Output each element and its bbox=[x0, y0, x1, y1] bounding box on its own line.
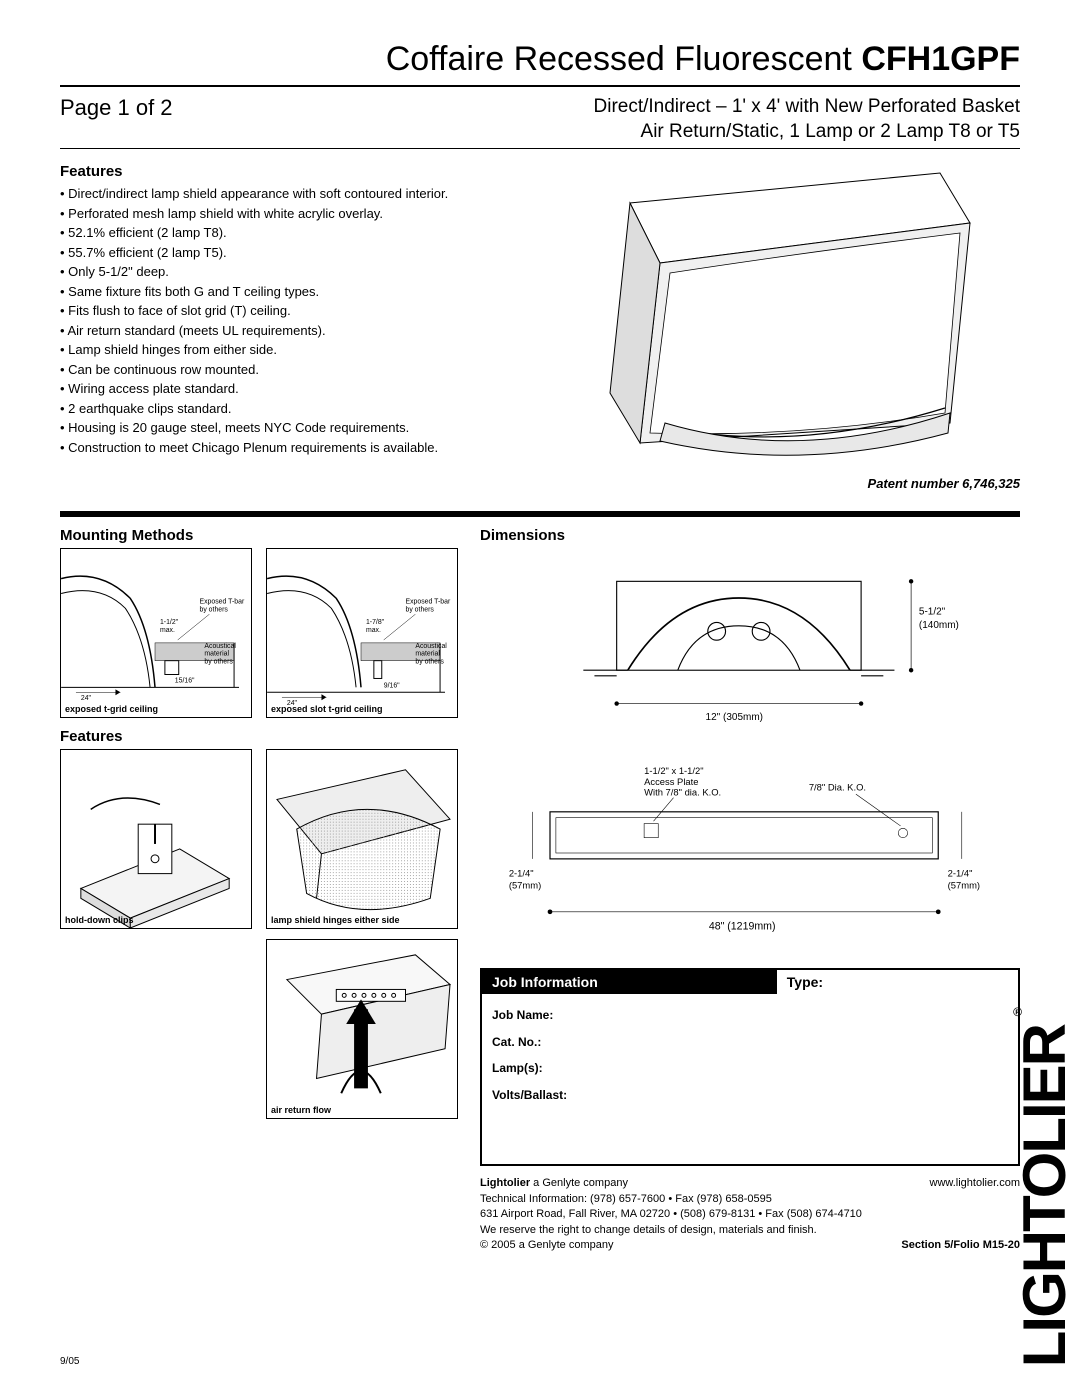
date-code: 9/05 bbox=[60, 1356, 79, 1367]
job-field: Lamp(s): bbox=[492, 1055, 1008, 1081]
svg-text:12" (305mm): 12" (305mm) bbox=[706, 713, 763, 724]
svg-text:Acoustical: Acoustical bbox=[204, 643, 236, 650]
feature-item: 52.1% efficient (2 lamp T8). bbox=[60, 223, 520, 243]
diagram-caption: air return flow bbox=[271, 1105, 331, 1115]
job-field: Job Name: bbox=[492, 1002, 1008, 1028]
features-list: Direct/indirect lamp shield appearance w… bbox=[60, 184, 520, 457]
footer-url: www.lightolier.com bbox=[930, 1176, 1020, 1191]
svg-text:7/8" Dia. K.O.: 7/8" Dia. K.O. bbox=[809, 782, 866, 793]
svg-text:48" (1219mm): 48" (1219mm) bbox=[709, 921, 776, 933]
diagram-caption: exposed slot t-grid ceiling bbox=[271, 704, 383, 714]
svg-text:by others: by others bbox=[415, 659, 444, 666]
fixture-illustration bbox=[540, 163, 1020, 463]
svg-text:15/16": 15/16" bbox=[175, 678, 195, 685]
lamp-shield-hinge-diagram: lamp shield hinges either side bbox=[266, 749, 458, 929]
svg-text:(57mm): (57mm) bbox=[509, 880, 541, 891]
svg-text:(140mm): (140mm) bbox=[919, 620, 959, 631]
diagram-caption: lamp shield hinges either side bbox=[271, 915, 400, 925]
holddown-clips-diagram: hold-down clips bbox=[60, 749, 252, 929]
footer-disclaimer: We reserve the right to change details o… bbox=[480, 1223, 1020, 1238]
footer-brand: Lightolier bbox=[480, 1177, 530, 1189]
svg-text:1-1/2" x 1-1/2": 1-1/2" x 1-1/2" bbox=[644, 766, 704, 777]
job-info-box: Job Information Type: Job Name: Cat. No.… bbox=[480, 968, 1020, 1166]
feature-item: Construction to meet Chicago Plenum requ… bbox=[60, 438, 520, 458]
svg-text:max.: max. bbox=[160, 627, 175, 634]
job-info-type-label: Type: bbox=[777, 970, 833, 994]
feature-item: Only 5-1/2" deep. bbox=[60, 262, 520, 282]
feature-item: Housing is 20 gauge steel, meets NYC Cod… bbox=[60, 418, 520, 438]
dimensions-heading: Dimensions bbox=[480, 527, 1020, 544]
footer-section: Section 5/Folio M15-20 bbox=[901, 1238, 1020, 1253]
svg-text:material: material bbox=[204, 651, 229, 658]
feature-item: Air return standard (meets UL requiremen… bbox=[60, 321, 520, 341]
divider-bar bbox=[60, 511, 1020, 517]
diagram-caption: hold-down clips bbox=[65, 915, 134, 925]
footer-tech: Technical Information: (978) 657-7600 • … bbox=[480, 1192, 1020, 1207]
svg-text:by others: by others bbox=[199, 607, 228, 614]
job-info-header: Job Information Type: bbox=[482, 970, 1018, 994]
svg-text:Exposed T-bar: Exposed T-bar bbox=[405, 599, 450, 606]
subtitle: Direct/Indirect – 1' x 4' with New Perfo… bbox=[594, 95, 1021, 144]
footer-brand-rest: a Genlyte company bbox=[530, 1177, 628, 1189]
document-title: Coffaire Recessed Fluorescent CFH1GPF bbox=[60, 40, 1020, 87]
svg-text:1-7/8": 1-7/8" bbox=[366, 619, 385, 626]
feature-item: 2 earthquake clips standard. bbox=[60, 399, 520, 419]
brand-logo: LIGHTOLIER® bbox=[1019, 1025, 1070, 1367]
svg-text:5-1/2": 5-1/2" bbox=[919, 607, 946, 618]
mounting-diagram-slot-tgrid: Exposed T-bar by others 1-7/8" max. Acou… bbox=[266, 548, 458, 718]
svg-text:1-1/2": 1-1/2" bbox=[160, 619, 179, 626]
title-model: CFH1GPF bbox=[861, 40, 1020, 78]
diagram-caption: exposed t-grid ceiling bbox=[65, 704, 158, 714]
top-section: Features Direct/indirect lamp shield app… bbox=[60, 163, 1020, 491]
footer-copyright: © 2005 a Genlyte company bbox=[480, 1239, 613, 1251]
svg-text:With 7/8" dia. K.O.: With 7/8" dia. K.O. bbox=[644, 787, 721, 798]
subtitle-line2: Air Return/Static, 1 Lamp or 2 Lamp T8 o… bbox=[594, 120, 1021, 145]
mounting-heading: Mounting Methods bbox=[60, 527, 460, 544]
footer: Lightolier a Genlyte company www.lightol… bbox=[480, 1176, 1020, 1253]
job-info-body: Job Name: Cat. No.: Lamp(s): Volts/Balla… bbox=[482, 994, 1018, 1164]
feature-item: Perforated mesh lamp shield with white a… bbox=[60, 204, 520, 224]
subtitle-line1: Direct/Indirect – 1' x 4' with New Perfo… bbox=[594, 95, 1021, 120]
feature-item: Wiring access plate standard. bbox=[60, 379, 520, 399]
svg-text:by others: by others bbox=[405, 607, 434, 614]
feature-item: 55.7% efficient (2 lamp T5). bbox=[60, 243, 520, 263]
job-field: Volts/Ballast: bbox=[492, 1082, 1008, 1108]
svg-text:9/16": 9/16" bbox=[384, 683, 400, 690]
product-render: Patent number 6,746,325 bbox=[540, 163, 1020, 491]
features2-heading: Features bbox=[60, 728, 460, 745]
feature-item: Lamp shield hinges from either side. bbox=[60, 340, 520, 360]
feature-item: Fits flush to face of slot grid (T) ceil… bbox=[60, 301, 520, 321]
subheader: Page 1 of 2 Direct/Indirect – 1' x 4' wi… bbox=[60, 95, 1020, 149]
svg-text:by others: by others bbox=[204, 659, 233, 666]
mounting-diagram-tgrid: Exposed T-bar by others 1-1/2" max. Acou… bbox=[60, 548, 252, 718]
patent-number: Patent number 6,746,325 bbox=[540, 476, 1020, 491]
svg-text:2-1/4": 2-1/4" bbox=[509, 868, 534, 879]
feature-item: Same fixture fits both G and T ceiling t… bbox=[60, 282, 520, 302]
features-column: Features Direct/indirect lamp shield app… bbox=[60, 163, 520, 491]
svg-text:material: material bbox=[415, 651, 440, 658]
page-indicator: Page 1 of 2 bbox=[60, 95, 173, 121]
features-heading: Features bbox=[60, 163, 520, 180]
svg-text:Acoustical: Acoustical bbox=[415, 643, 447, 650]
svg-text:(57mm): (57mm) bbox=[948, 880, 980, 891]
top-view-diagram: 1-1/2" x 1-1/2" Access Plate With 7/8" d… bbox=[480, 753, 1020, 953]
cross-section-diagram: 5-1/2" (140mm) 12" (305mm) bbox=[480, 548, 1020, 748]
right-column: Dimensions 5-1/2" (140mm) 12" (305mm) bbox=[480, 527, 1020, 1253]
feature-item: Can be continuous row mounted. bbox=[60, 360, 520, 380]
job-field: Cat. No.: bbox=[492, 1029, 1008, 1055]
feature-item: Direct/indirect lamp shield appearance w… bbox=[60, 184, 520, 204]
footer-address: 631 Airport Road, Fall River, MA 02720 •… bbox=[480, 1207, 1020, 1222]
svg-text:Exposed T-bar: Exposed T-bar bbox=[199, 599, 244, 606]
air-return-diagram: air return flow bbox=[266, 939, 458, 1119]
title-light: Coffaire Recessed Fluorescent bbox=[386, 40, 862, 78]
svg-text:2-1/4": 2-1/4" bbox=[948, 868, 973, 879]
svg-text:max.: max. bbox=[366, 627, 381, 634]
left-diagrams: Mounting Methods Exposed T-bar by others… bbox=[60, 527, 460, 1253]
job-info-title: Job Information bbox=[482, 970, 777, 994]
svg-text:Access Plate: Access Plate bbox=[644, 776, 698, 787]
mid-section: Mounting Methods Exposed T-bar by others… bbox=[60, 527, 1020, 1253]
svg-text:24": 24" bbox=[81, 696, 92, 703]
